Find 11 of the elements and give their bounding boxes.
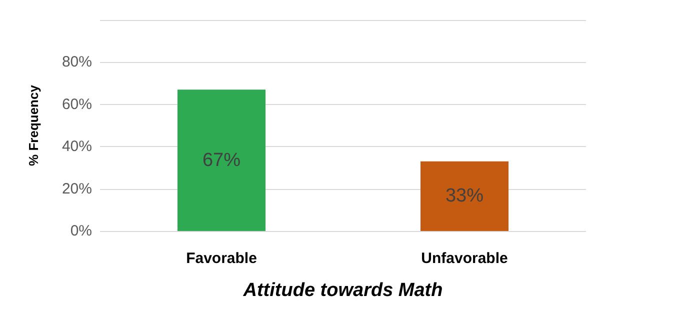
y-tick-label: 40% bbox=[62, 138, 92, 156]
x-axis-title: Attitude towards Math bbox=[242, 280, 443, 301]
data-label: 67% bbox=[202, 150, 241, 171]
y-tick-label: 20% bbox=[62, 180, 92, 198]
data-label: 33% bbox=[445, 186, 484, 207]
y-axis-title: % Frequency bbox=[26, 84, 41, 166]
y-tick-label: 60% bbox=[62, 96, 92, 113]
y-tick-label: 0% bbox=[70, 222, 92, 240]
y-tick-label: 80% bbox=[62, 54, 92, 71]
x-tick-label: Favorable bbox=[186, 250, 257, 267]
x-tick-label: Unfavorable bbox=[421, 250, 508, 267]
